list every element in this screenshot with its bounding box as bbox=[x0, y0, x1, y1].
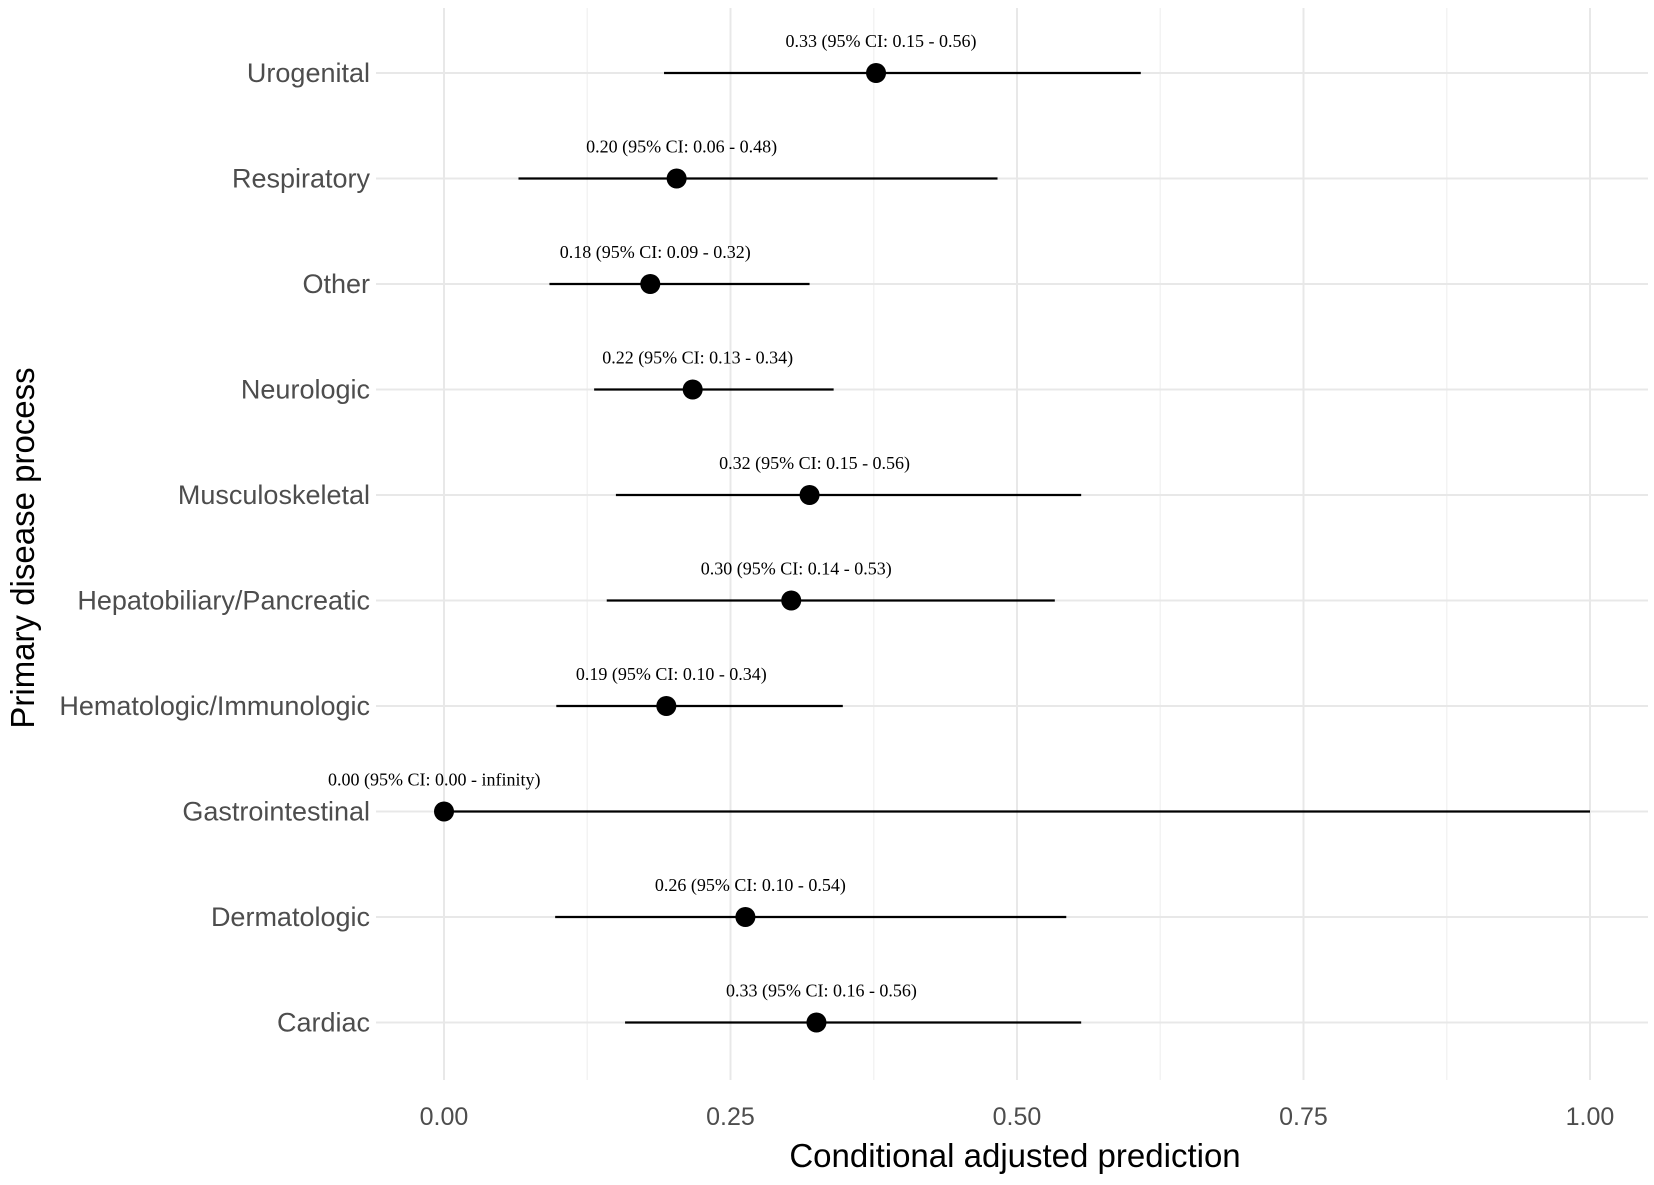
ci-lines bbox=[444, 71, 1590, 1024]
x-tick-label: 0.50 bbox=[993, 1103, 1042, 1131]
point-estimate bbox=[799, 485, 820, 505]
category-label: Hepatobiliary/Pancreatic bbox=[77, 586, 370, 616]
estimate-annotation: 0.33 (95% CI: 0.16 - 0.56) bbox=[726, 981, 917, 1002]
category-label: Other bbox=[302, 269, 370, 299]
points bbox=[434, 63, 887, 1033]
grid bbox=[376, 8, 1648, 1080]
estimate-annotation: 0.19 (95% CI: 0.10 - 0.34) bbox=[576, 664, 767, 685]
point-estimate bbox=[666, 168, 687, 189]
point-estimate bbox=[735, 907, 756, 927]
category-label: Musculoskeletal bbox=[178, 480, 370, 510]
point-estimate bbox=[682, 379, 703, 400]
estimate-annotation: 0.20 (95% CI: 0.06 - 0.48) bbox=[586, 137, 777, 158]
x-tick-label: 0.00 bbox=[420, 1103, 469, 1131]
estimate-annotation: 0.26 (95% CI: 0.10 - 0.54) bbox=[655, 875, 846, 896]
category-label: Hematologic/Immunologic bbox=[59, 691, 370, 721]
point-estimate bbox=[656, 696, 677, 716]
point-estimate bbox=[434, 801, 454, 822]
x-tick-labels: 0.00 0.25 0.50 0.75 1.00 bbox=[420, 1103, 1615, 1131]
estimate-annotation: 0.30 (95% CI: 0.14 - 0.53) bbox=[701, 559, 892, 580]
estimate-annotation: 0.32 (95% CI: 0.15 - 0.56) bbox=[719, 453, 910, 474]
x-tick-label: 0.75 bbox=[1279, 1103, 1328, 1131]
point-estimate bbox=[781, 590, 802, 611]
point-estimate bbox=[806, 1012, 827, 1033]
estimate-annotation: 0.33 (95% CI: 0.15 - 0.56) bbox=[786, 31, 977, 52]
x-tick-label: 1.00 bbox=[1566, 1103, 1615, 1131]
point-estimate bbox=[640, 274, 661, 294]
category-labels: Urogenital Respiratory Other Neurologic Musc… bbox=[59, 58, 370, 1038]
y-axis-title: Primary disease process bbox=[4, 367, 41, 728]
estimate-annotation: 0.18 (95% CI: 0.09 - 0.32) bbox=[560, 242, 751, 263]
estimate-annotation: 0.22 (95% CI: 0.13 - 0.34) bbox=[602, 348, 793, 369]
x-tick-label: 0.25 bbox=[706, 1103, 755, 1131]
point-estimate bbox=[866, 63, 887, 83]
category-label: Urogenital bbox=[247, 58, 370, 88]
category-label: Neurologic bbox=[241, 375, 370, 405]
estimate-annotation: 0.00 (95% CI: 0.00 - infinity) bbox=[328, 770, 540, 791]
x-axis-title: Conditional adjusted prediction bbox=[789, 1137, 1240, 1174]
category-label: Respiratory bbox=[232, 164, 371, 194]
category-label: Dermatologic bbox=[211, 902, 370, 932]
category-label: Gastrointestinal bbox=[182, 797, 370, 827]
category-label: Cardiac bbox=[277, 1008, 370, 1038]
annotations: 0.33 (95% CI: 0.15 - 0.56) 0.20 (95% CI: … bbox=[328, 31, 977, 1002]
